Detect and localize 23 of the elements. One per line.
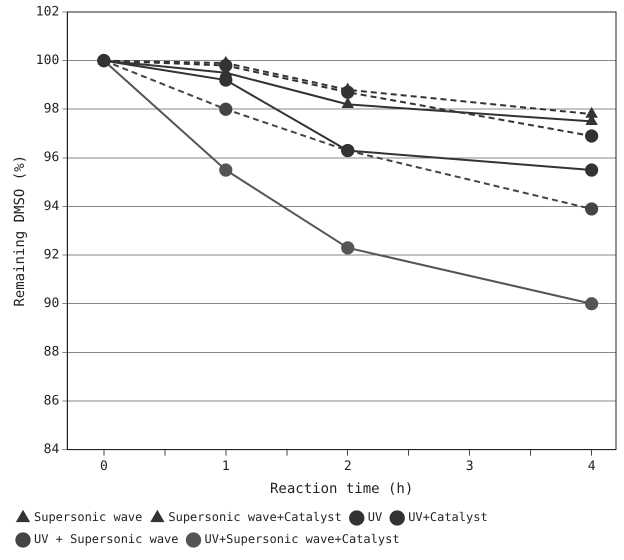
x-axis-title: Reaction time (h)	[270, 481, 414, 498]
legend-label: UV+Catalyst	[408, 510, 488, 524]
legend-label: UV + Supersonic wave	[34, 532, 178, 546]
y-tick-label: 96	[44, 150, 60, 166]
x-tick-label: 0	[100, 458, 108, 474]
y-tick-label: 88	[44, 344, 60, 360]
y-axis-title: Remaining DMSO (%)	[12, 154, 28, 307]
x-tick-label: 2	[344, 458, 352, 474]
x-tick-label: 3	[466, 458, 474, 474]
y-tick-label: 90	[44, 296, 60, 312]
y-tick-label: 94	[44, 198, 60, 214]
legend-label: Supersonic wave+Catalyst	[168, 510, 342, 524]
y-tick-label: 92	[44, 247, 60, 262]
y-tick-label: 98	[44, 102, 60, 117]
legend-label: UV	[368, 510, 382, 524]
y-tick-label: 102	[36, 4, 60, 20]
x-tick-label: 1	[222, 458, 230, 474]
x-tick-label: 4	[588, 458, 596, 474]
y-tick-label: 86	[44, 393, 60, 408]
legend-label: UV+Supersonic wave+Catalyst	[204, 532, 400, 546]
y-tick-label: 84	[44, 442, 60, 457]
y-tick-label: 100	[36, 52, 60, 68]
legend-label: Supersonic wave	[34, 510, 142, 524]
